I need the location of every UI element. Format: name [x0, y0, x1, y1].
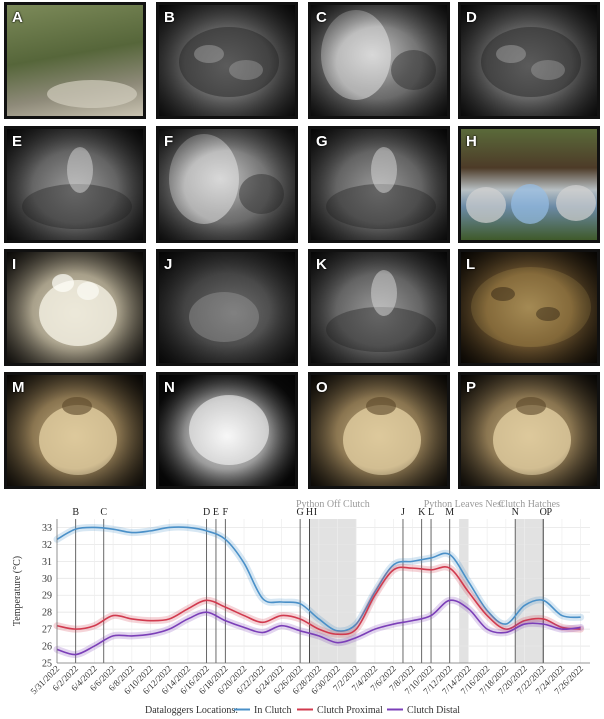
event-label: N	[512, 507, 519, 518]
temperature-chart: Python Off Clutch Python Leaves NestClutc…	[12, 499, 590, 716]
photo-subject-shape	[466, 187, 506, 223]
camera-vignette	[461, 5, 597, 116]
photo-panel-h: H	[458, 126, 600, 243]
camera-vignette	[7, 252, 143, 363]
photo-panel-k: K	[308, 249, 450, 366]
y-tick-label: 28	[42, 608, 52, 619]
panel-letter: G	[316, 133, 328, 150]
shaded-period-label: Clutch Hatches	[499, 499, 560, 510]
series-line	[56, 526, 581, 632]
shaded-period	[515, 519, 544, 663]
camera-vignette	[159, 129, 295, 240]
photo-panel-b: B	[156, 2, 298, 119]
photo-subject-shape	[556, 185, 596, 221]
y-tick-label: 27	[42, 625, 52, 636]
camera-vignette	[311, 129, 447, 240]
legend-title: Dataloggers Locations:	[145, 705, 238, 716]
panel-letter: A	[12, 9, 23, 26]
photo-panel-e: E	[4, 126, 146, 243]
event-label: I	[314, 507, 317, 518]
camera-vignette	[159, 375, 295, 486]
panel-letter: J	[164, 256, 173, 273]
event-label: O	[540, 507, 547, 518]
legend-entry: Clutch Distal	[407, 705, 460, 716]
event-label: F	[223, 507, 229, 518]
photo-subject-shape	[47, 80, 137, 108]
camera-vignette	[7, 375, 143, 486]
event-label: D	[203, 507, 210, 518]
y-tick-label: 25	[42, 659, 52, 670]
panel-letter: O	[316, 379, 328, 396]
camera-vignette	[311, 5, 447, 116]
panel-letter: C	[316, 9, 327, 26]
series-line	[56, 566, 581, 636]
panel-letter: I	[12, 256, 17, 273]
shaded-period-label: Python Leaves Nest	[424, 499, 504, 510]
photo-subject-shape	[511, 184, 549, 224]
panel-letter: B	[164, 9, 175, 26]
legend-entry: Clutch Proximal	[317, 705, 383, 716]
event-label: K	[418, 507, 426, 518]
camera-vignette	[311, 252, 447, 363]
photo-panel-a: A	[4, 2, 146, 119]
event-label: J	[401, 507, 405, 518]
legend-entry: In Clutch	[254, 705, 292, 716]
event-label: H	[306, 507, 313, 518]
event-label: C	[100, 507, 107, 518]
panel-letter: H	[466, 133, 477, 150]
camera-vignette	[159, 5, 295, 116]
panel-letter: P	[466, 379, 477, 396]
camera-vignette	[7, 129, 143, 240]
shaded-period	[459, 519, 469, 663]
panel-letter: K	[316, 256, 327, 273]
panel-letter: E	[12, 133, 23, 150]
event-label: G	[297, 507, 304, 518]
shaded-period	[309, 519, 357, 663]
photo-panel-c: C	[308, 2, 450, 119]
photo-grid: A B C D E F G H I J K L M N O P	[4, 2, 600, 489]
y-tick-label: 32	[42, 540, 52, 551]
panel-letter: F	[164, 133, 174, 150]
shaded-period-label: Python Off Clutch	[296, 499, 370, 510]
event-label: E	[213, 507, 219, 518]
event-label: P	[546, 507, 552, 518]
photo-panel-l: L	[458, 249, 600, 366]
panel-letter: D	[466, 9, 477, 26]
photo-panel-p: P	[458, 372, 600, 489]
photo-panel-d: D	[458, 2, 600, 119]
event-label: B	[72, 507, 79, 518]
photo-panel-f: F	[156, 126, 298, 243]
panel-letter: L	[466, 256, 476, 273]
y-tick-label: 29	[42, 591, 52, 602]
camera-vignette	[461, 252, 597, 363]
photo-panel-g: G	[308, 126, 450, 243]
camera-vignette	[311, 375, 447, 486]
photo-panel-j: J	[156, 249, 298, 366]
series-line	[56, 599, 581, 656]
camera-vignette	[159, 252, 295, 363]
y-tick-label: 33	[42, 523, 52, 534]
y-tick-label: 26	[42, 642, 52, 653]
photo-panel-n: N	[156, 372, 298, 489]
panel-letter: M	[12, 379, 25, 396]
event-label: L	[428, 507, 434, 518]
photo-panel-o: O	[308, 372, 450, 489]
panel-letter: N	[164, 379, 175, 396]
y-tick-label: 31	[42, 557, 52, 568]
photo-panel-i: I	[4, 249, 146, 366]
event-label: M	[445, 507, 454, 518]
y-tick-label: 30	[42, 574, 52, 585]
camera-vignette	[461, 375, 597, 486]
photo-panel-m: M	[4, 372, 146, 489]
y-axis-label: Temperature (°C)	[12, 556, 23, 626]
